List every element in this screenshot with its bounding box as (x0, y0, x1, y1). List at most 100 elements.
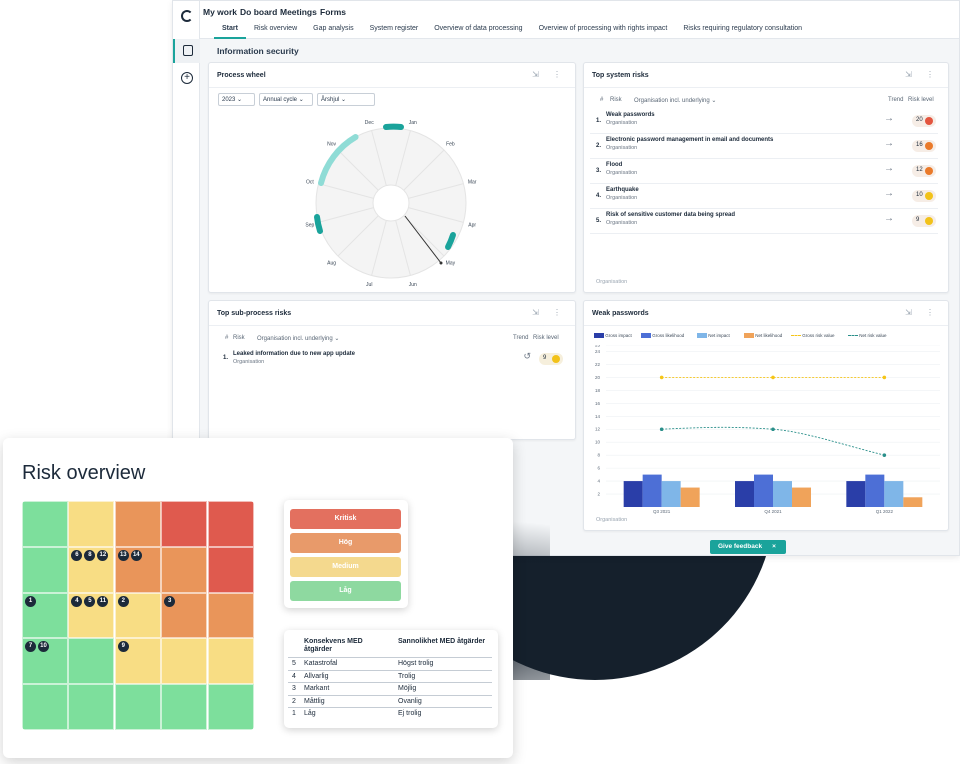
risk-badge[interactable]: 5 (84, 595, 96, 607)
risk-badge[interactable]: 9 (117, 641, 129, 653)
risk-badge[interactable]: 7 (25, 641, 36, 653)
nav-my-work[interactable]: My work (203, 7, 238, 17)
card-menu-icon[interactable]: ⇲ ⋮ (532, 308, 567, 317)
risk-badge[interactable]: 6 (71, 549, 83, 561)
add-icon[interactable]: + (181, 72, 193, 84)
risk-badge[interactable]: 3 (164, 595, 176, 607)
legend-item: Net likelihood (744, 333, 782, 339)
risk-row[interactable]: 5. Risk of sensitive customer data being… (590, 209, 938, 234)
bar (680, 487, 700, 507)
risk-overview-panel: Risk overview 6 8 12 13 14 1 4 5 11 2 3 7 10 9 (3, 438, 513, 758)
bar (884, 481, 904, 507)
nav-do-board[interactable]: Do board (240, 7, 278, 17)
risk-name: Weak passwords (606, 112, 655, 118)
matrix-cell[interactable] (161, 501, 208, 547)
bar (735, 481, 754, 507)
legend-lag[interactable]: Låg (290, 581, 401, 601)
series-point (771, 427, 775, 432)
risk-level-badge: 9 (912, 215, 936, 227)
risk-level-badge: 20 (912, 115, 936, 127)
matrix-cell[interactable] (22, 684, 68, 730)
risk-badge[interactable]: 4 (71, 595, 83, 607)
card-menu-icon[interactable]: ⇲ ⋮ (905, 308, 940, 317)
matrix-cell[interactable] (68, 501, 115, 547)
month-label: Aug (327, 260, 336, 266)
panel-title: Risk overview (22, 462, 146, 484)
weak-passwords-card: Weak passwords ⇲ ⋮ Gross impact Gross li… (583, 300, 949, 531)
matrix-cell[interactable] (207, 546, 254, 593)
matrix-cell[interactable] (207, 638, 254, 685)
risk-row[interactable]: 3. Flood Organisation → 12 (590, 159, 938, 184)
risk-org: Organisation (606, 145, 638, 151)
y-tick-label: 10 (595, 440, 601, 445)
matrix-cell[interactable] (68, 638, 115, 685)
matrix-cell[interactable] (207, 592, 254, 639)
matrix-cell[interactable] (22, 546, 68, 593)
series-point (659, 375, 664, 380)
y-tick-label: 22 (595, 362, 601, 367)
risk-badge[interactable]: 14 (130, 549, 142, 561)
table-row: 1 Låg Ej trolig (288, 707, 492, 719)
matrix-cell[interactable] (161, 546, 208, 593)
bar (773, 481, 792, 507)
tab-system-register[interactable]: System register (369, 25, 419, 32)
legend-medium[interactable]: Medium (290, 557, 401, 577)
wheel-spoke (395, 130, 411, 186)
risk-badge[interactable]: 13 (117, 549, 129, 561)
tab-rights-impact[interactable]: Overview of processing with rights impac… (538, 25, 668, 32)
matrix-cell[interactable] (207, 501, 254, 547)
row-number: 3. (596, 168, 602, 174)
org-filter[interactable]: Organisation incl. underlying ⌄ (634, 98, 717, 104)
matrix-cell[interactable] (22, 501, 68, 547)
tab-bar: Start Risk overview Gap analysis System … (200, 21, 959, 39)
tab-start[interactable]: Start (214, 21, 246, 39)
process-wheel[interactable]: Jan Feb Mar Apr May Jun Jul Aug Sep Oct Nov Dec (301, 113, 481, 293)
matrix-cell[interactable] (207, 684, 254, 730)
year-select[interactable]: 2023 ⌄ (218, 93, 255, 106)
matrix-cell[interactable] (161, 638, 208, 685)
card-menu-icon[interactable]: ⇲ ⋮ (532, 70, 567, 79)
risk-badge[interactable]: 2 (117, 595, 129, 607)
module-icon[interactable] (173, 39, 200, 63)
risk-badge[interactable]: 11 (97, 595, 109, 607)
risk-badge[interactable]: 12 (97, 549, 109, 561)
wheel-spoke (403, 149, 445, 191)
matrix-cell[interactable] (114, 684, 161, 730)
row-number: 4. (596, 193, 602, 199)
org-filter[interactable]: Organisation incl. underlying ⌄ (257, 336, 340, 342)
close-icon[interactable]: × (772, 543, 776, 550)
wheel-select[interactable]: Årshjul ⌄ (317, 93, 375, 106)
give-feedback-button[interactable]: Give feedback × (710, 540, 786, 554)
matrix-cell[interactable] (68, 684, 115, 730)
table-row: 3 Markant Möjlig (288, 682, 492, 694)
card-menu-icon[interactable]: ⇲ ⋮ (905, 70, 940, 79)
card-footer: Organisation (596, 517, 628, 523)
matrix-cell[interactable] (22, 592, 68, 639)
cycle-select[interactable]: Annual cycle ⌄ (259, 93, 313, 106)
matrix-cell[interactable] (114, 501, 161, 547)
row-number: 2. (596, 143, 602, 149)
tab-regulatory[interactable]: Risks requiring regulatory consultation (683, 25, 803, 32)
legend-kritisk[interactable]: Kritisk (290, 509, 401, 529)
risk-badge[interactable]: 8 (84, 549, 96, 561)
bar (661, 481, 681, 507)
risk-row[interactable]: 4. Earthquake Organisation → 10 (590, 184, 938, 209)
risk-badge[interactable]: 10 (38, 641, 49, 653)
legend-hog[interactable]: Hög (290, 533, 401, 553)
risk-org: Organisation (606, 220, 638, 226)
matrix-cell[interactable] (161, 684, 208, 730)
nav-forms[interactable]: Forms (320, 7, 346, 17)
wheel-spoke (408, 207, 464, 223)
nav-meetings[interactable]: Meetings (280, 7, 317, 17)
tab-gap-analysis[interactable]: Gap analysis (313, 25, 354, 32)
card-title: Process wheel (217, 72, 266, 79)
card-footer: Organisation (596, 279, 628, 285)
tab-data-processing[interactable]: Overview of data processing (434, 25, 523, 32)
row-number: 1. (596, 118, 602, 124)
risk-badge[interactable]: 1 (25, 595, 36, 607)
risk-row[interactable]: 1. Weak passwords Organisation → 20 (590, 109, 938, 134)
list-item[interactable]: 1. Leaked information due to new app upd… (223, 349, 567, 371)
tab-risk-overview[interactable]: Risk overview (253, 25, 298, 32)
risk-row[interactable]: 2. Electronic password management in ema… (590, 134, 938, 159)
